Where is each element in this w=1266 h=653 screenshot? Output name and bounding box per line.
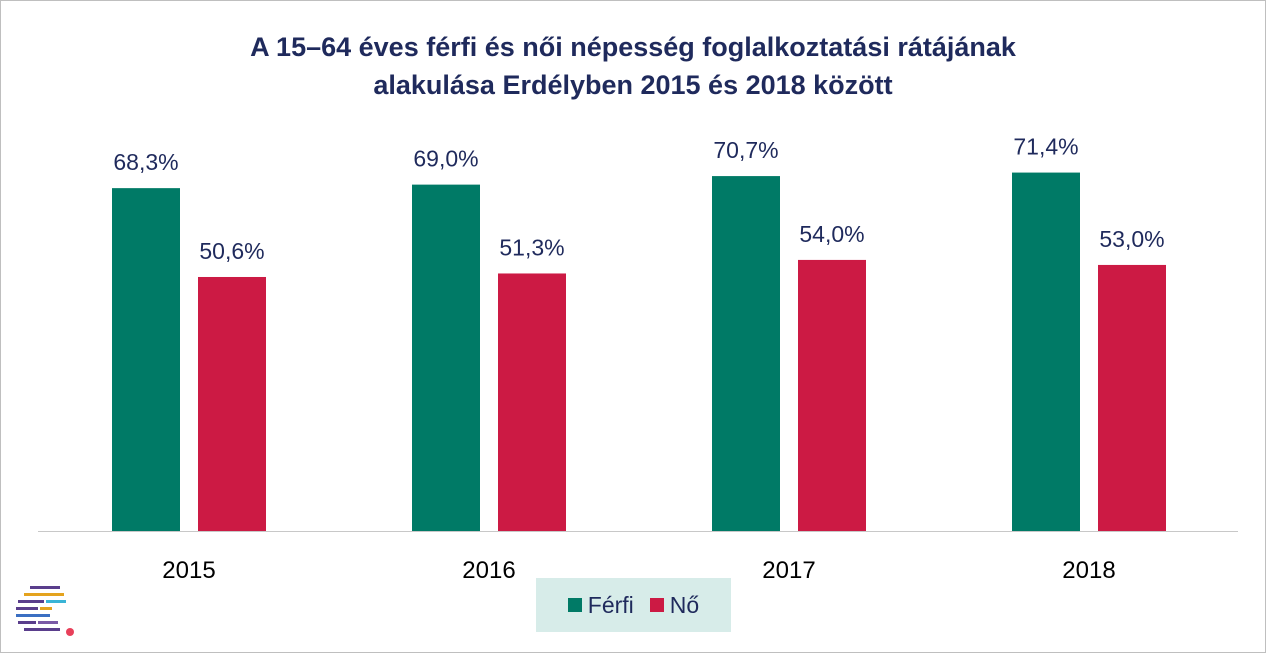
data-label-ferfi-2018: 71,4%: [1013, 134, 1078, 160]
bar-no-2017: [798, 259, 866, 531]
bar-no-2015: [198, 276, 266, 531]
x-tick-label-2018: 2018: [1062, 557, 1115, 584]
legend-swatch-no: [649, 598, 664, 612]
legend: Férfi Nő: [536, 578, 731, 632]
bar-ferfi-2016: [412, 184, 480, 531]
bar-no-2016: [498, 273, 566, 531]
striped-c-logo-icon: [16, 586, 74, 636]
legend-swatch-ferfi: [567, 598, 582, 612]
data-label-no-2016: 51,3%: [499, 234, 564, 260]
data-label-ferfi-2016: 69,0%: [413, 146, 478, 172]
bar-ferfi-2018: [1012, 172, 1080, 531]
chart-title-line-1: A 15–64 éves férfi és női népesség fogla…: [250, 32, 1016, 62]
data-label-ferfi-2017: 70,7%: [713, 137, 778, 163]
x-tick-label-2016: 2016: [462, 557, 515, 584]
data-label-ferfi-2015: 68,3%: [113, 149, 178, 175]
data-label-no-2015: 50,6%: [199, 238, 264, 264]
bar-ferfi-2017: [712, 176, 780, 531]
chart-title-line-2: alakulása Erdélyben 2015 és 2018 között: [373, 70, 893, 100]
x-tick-label-2015: 2015: [162, 557, 215, 584]
bar-no-2018: [1098, 264, 1166, 531]
legend-label-ferfi: Férfi: [587, 591, 634, 618]
x-tick-label-2017: 2017: [762, 557, 815, 584]
bar-ferfi-2015: [112, 188, 180, 531]
data-label-no-2017: 54,0%: [799, 221, 864, 247]
legend-label-no: Nő: [669, 591, 700, 618]
legend-item-no: Nő: [649, 591, 700, 619]
legend-item-ferfi: Férfi: [567, 591, 634, 619]
data-label-no-2018: 53,0%: [1099, 226, 1164, 252]
chart-title: A 15–64 éves férfi és női népesség fogla…: [0, 28, 1266, 104]
